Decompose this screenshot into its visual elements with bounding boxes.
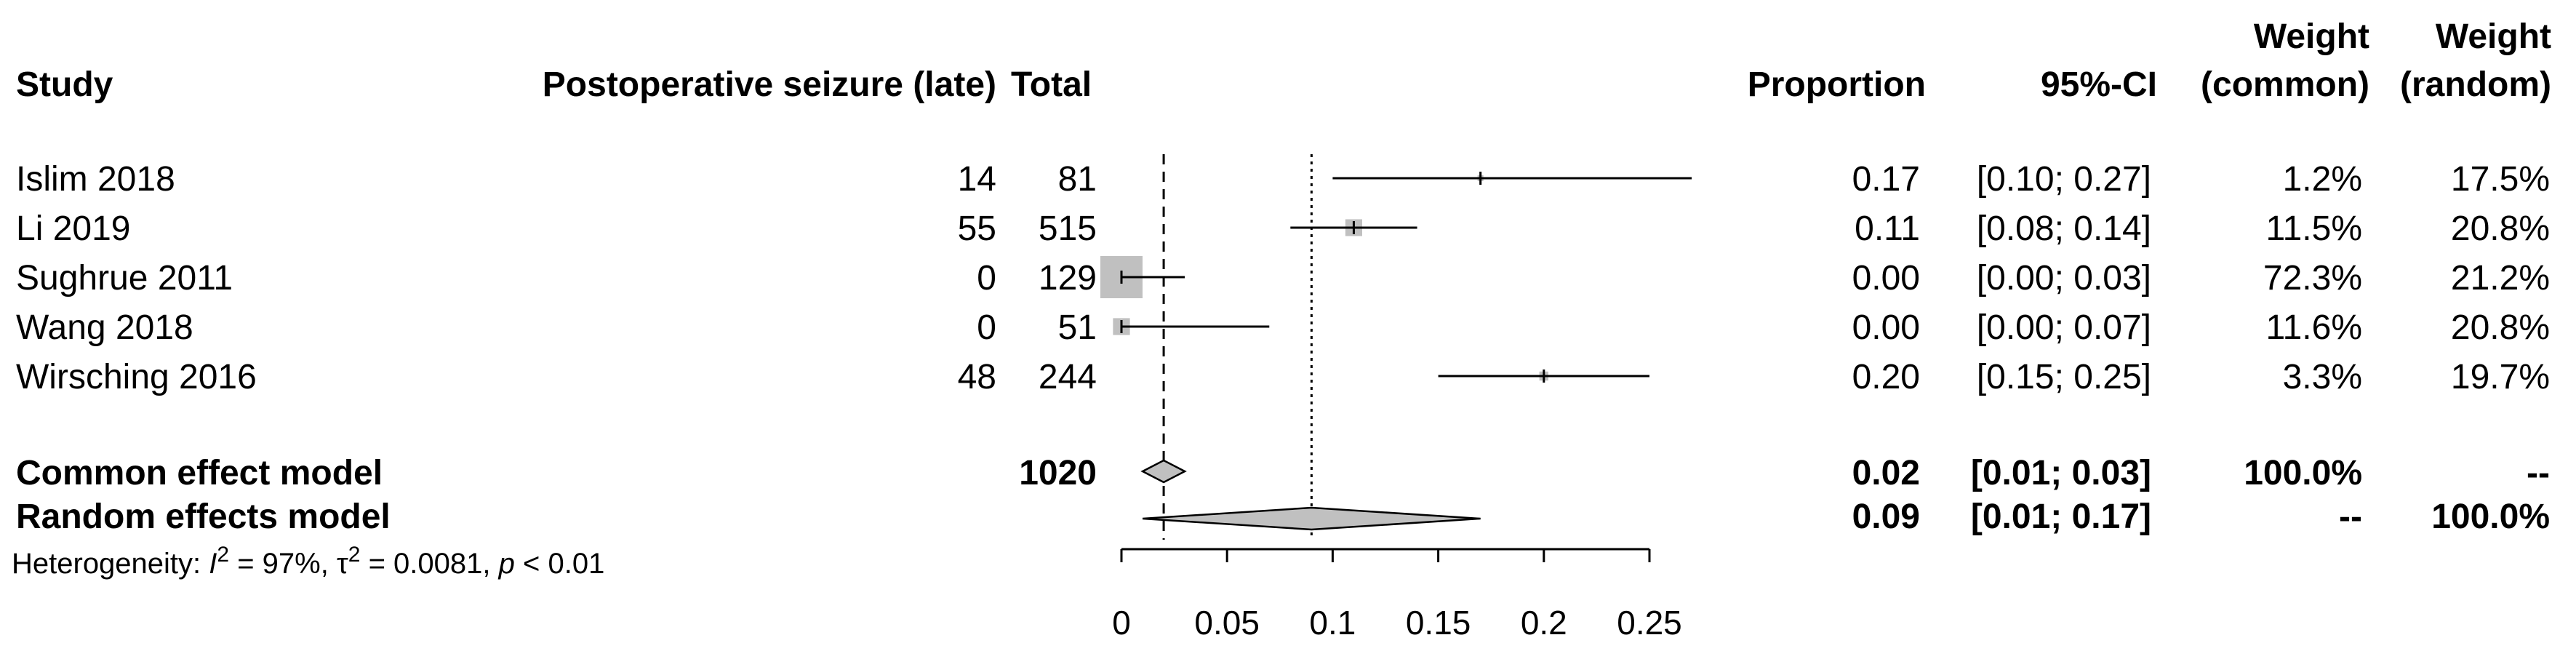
random-effects-diamond [1142, 506, 1481, 531]
summary-proportion: 0.02 [1852, 454, 1920, 492]
x-axis-tick-label: 0.1 [1309, 604, 1356, 642]
study-proportion: 0.11 [1855, 209, 1920, 248]
study-weight-random: 20.8% [2451, 209, 2550, 248]
summary-label: Random effects model [16, 498, 391, 536]
study-events: 48 [958, 358, 996, 396]
summary-weight-common: 100.0% [2244, 454, 2362, 492]
study-events: 55 [958, 209, 996, 248]
x-axis-tick-label: 0.05 [1194, 604, 1260, 642]
column-headers: Study Postoperative seizure (late) Total… [16, 17, 2551, 104]
study-total: 51 [1058, 308, 1097, 347]
summary-row-common: Common effect model 1020 0.02 [0.01; 0.0… [16, 454, 2550, 492]
study-ci: [0.15; 0.25] [1977, 358, 2151, 396]
study-name: Li 2019 [16, 209, 130, 248]
header-weight-common-line1: Weight [2254, 17, 2369, 56]
forest-panel: 0 0.05 0.1 0.15 0.2 0.25 [1100, 154, 1692, 642]
x-axis-tick-label: 0.15 [1406, 604, 1471, 642]
table-row: Li 2019 55 515 0.11 [0.08; 0.14] 11.5% 2… [16, 209, 2550, 248]
study-total: 515 [1039, 209, 1097, 248]
study-name: Wang 2018 [16, 308, 193, 347]
summary-weight-random: -- [2527, 454, 2550, 492]
header-total: Total [1011, 65, 1092, 104]
study-weight-common: 72.3% [2263, 259, 2362, 297]
study-ci: [0.10; 0.27] [1977, 160, 2151, 199]
study-events: 14 [958, 160, 996, 199]
study-ci: [0.08; 0.14] [1977, 209, 2151, 248]
header-weight-random-line2: (random) [2400, 65, 2551, 104]
header-proportion: Proportion [1748, 65, 1926, 104]
summary-weight-common: -- [2339, 498, 2362, 536]
x-axis-tick-label: 0.2 [1521, 604, 1567, 642]
table-row: Wang 2018 0 51 0.00 [0.00; 0.07] 11.6% 2… [16, 308, 2550, 347]
heterogeneity-text: Heterogeneity: I2 = 97%, τ2 = 0.0081, p … [12, 543, 604, 580]
table-row: Wirsching 2016 48 244 0.20 [0.15; 0.25] … [16, 358, 2550, 396]
study-total: 129 [1039, 259, 1097, 297]
study-weight-common: 1.2% [2283, 160, 2362, 199]
study-weight-common: 11.5% [2265, 209, 2362, 248]
common-effect-diamond [1140, 459, 1187, 484]
study-rows: Islim 2018 14 81 0.17 [0.10; 0.27] 1.2% … [16, 160, 2550, 396]
summary-label: Common effect model [16, 454, 383, 492]
summary-row-random: Random effects model 0.09 [0.01; 0.17] -… [16, 498, 2550, 536]
study-weight-random: 17.5% [2451, 160, 2550, 199]
study-total: 81 [1058, 160, 1097, 199]
header-events: Postoperative seizure (late) [543, 65, 996, 104]
study-events: 0 [977, 259, 996, 297]
study-weight-random: 20.8% [2451, 308, 2550, 347]
study-name: Islim 2018 [16, 160, 175, 199]
study-weight-common: 3.3% [2283, 358, 2362, 396]
summary-ci: [0.01; 0.03] [1971, 454, 2151, 492]
study-weight-random: 21.2% [2451, 259, 2550, 297]
header-study: Study [16, 65, 113, 104]
study-ci: [0.00; 0.07] [1977, 308, 2151, 347]
header-weight-random-line1: Weight [2436, 17, 2551, 56]
table-row: Islim 2018 14 81 0.17 [0.10; 0.27] 1.2% … [16, 160, 2550, 199]
x-axis-tick-label: 0.25 [1617, 604, 1682, 642]
study-name: Wirsching 2016 [16, 358, 257, 396]
study-proportion: 0.00 [1852, 308, 1920, 347]
table-row: Sughrue 2011 0 129 0.00 [0.00; 0.03] 72.… [16, 259, 2550, 297]
summary-weight-random: 100.0% [2431, 498, 2550, 536]
summary-total: 1020 [1019, 454, 1097, 492]
header-weight-common-line2: (common) [2201, 65, 2369, 104]
study-name: Sughrue 2011 [16, 259, 233, 297]
study-weight-common: 11.6% [2265, 308, 2362, 347]
study-proportion: 0.17 [1852, 160, 1920, 199]
study-events: 0 [977, 308, 996, 347]
header-ci: 95%-CI [2041, 65, 2157, 104]
study-ci: [0.00; 0.03] [1977, 259, 2151, 297]
summary-proportion: 0.09 [1852, 498, 1920, 536]
summary-rows: Common effect model 1020 0.02 [0.01; 0.0… [16, 454, 2550, 536]
summary-ci: [0.01; 0.17] [1971, 498, 2151, 536]
study-weight-random: 19.7% [2451, 358, 2550, 396]
study-proportion: 0.00 [1852, 259, 1920, 297]
study-total: 244 [1039, 358, 1097, 396]
study-proportion: 0.20 [1852, 358, 1920, 396]
x-axis-tick-label: 0 [1112, 604, 1131, 642]
